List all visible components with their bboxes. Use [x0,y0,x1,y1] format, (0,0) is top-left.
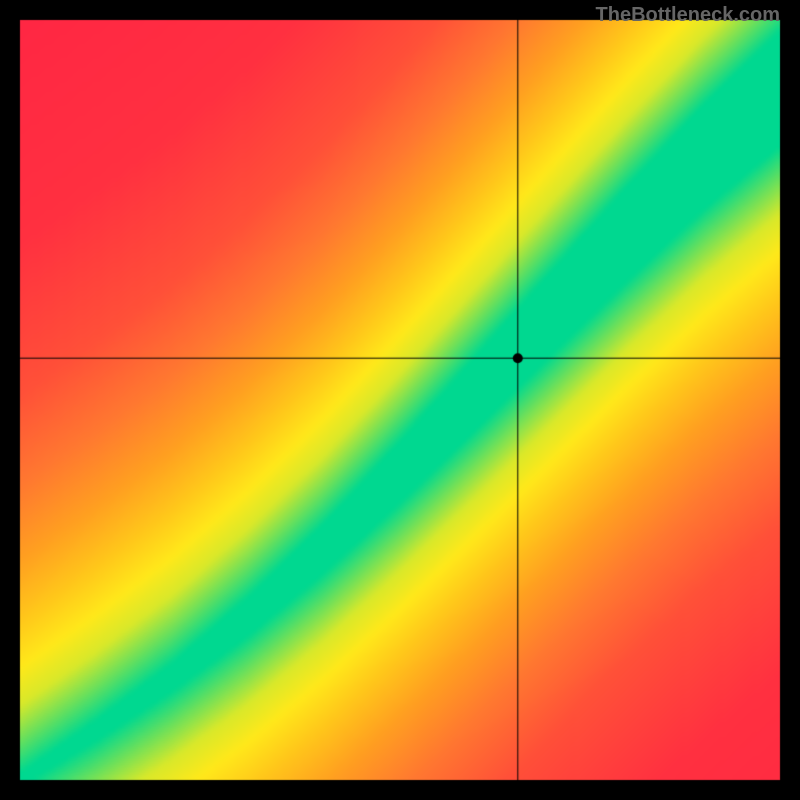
watermark-text: TheBottleneck.com [596,4,780,27]
bottleneck-heatmap [0,0,800,800]
